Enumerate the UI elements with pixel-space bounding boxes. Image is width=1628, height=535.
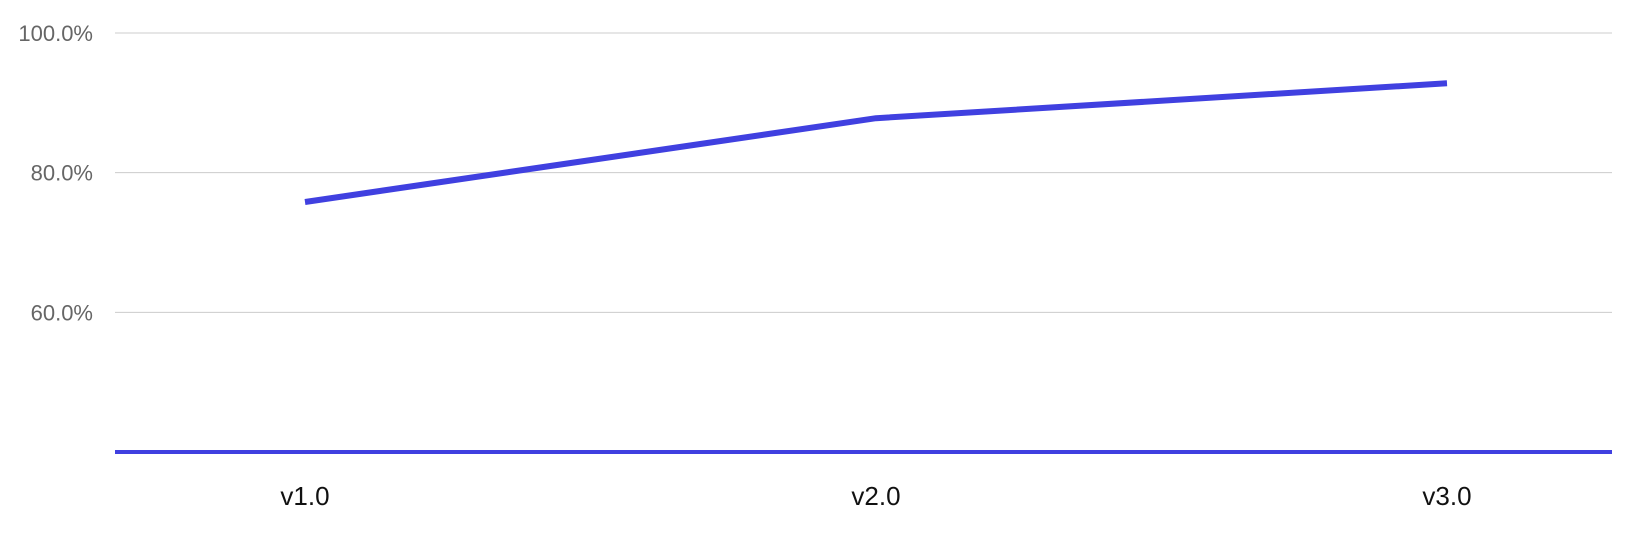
grid-layer — [115, 32, 1612, 313]
x-axis-tick-labels: v1.0 v2.0 v3.0 — [280, 481, 1471, 511]
y-tick-label: 100.0% — [18, 21, 93, 46]
y-tick-label: 80.0% — [31, 161, 93, 186]
y-axis-tick-labels: 100.0% 80.0% 60.0% — [18, 21, 93, 325]
x-tick-label: v3.0 — [1422, 481, 1471, 511]
series-layer — [304, 80, 1448, 205]
y-tick-label: 60.0% — [31, 300, 93, 325]
series-line — [304, 80, 1448, 205]
x-tick-label: v2.0 — [851, 481, 900, 511]
x-tick-label: v1.0 — [280, 481, 329, 511]
